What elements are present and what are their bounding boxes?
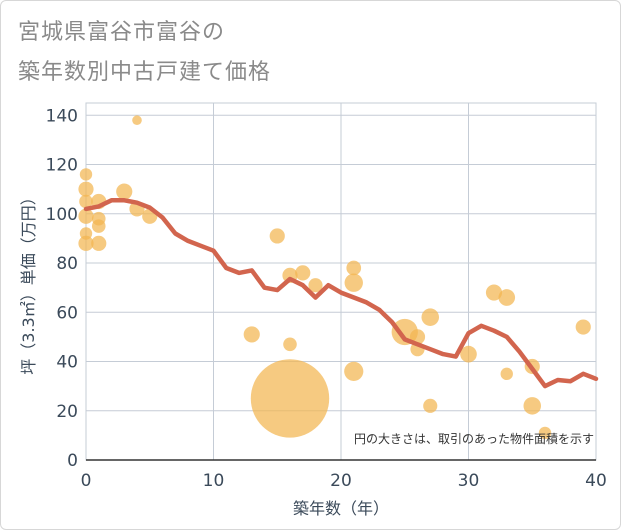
bubble-point (460, 345, 477, 363)
bubble-point (78, 181, 94, 197)
bubble-point (250, 359, 330, 438)
bubble-point (295, 265, 311, 281)
y-tick-label: 80 (56, 254, 78, 274)
bubble-point (308, 278, 323, 293)
bubble-point (523, 397, 542, 415)
x-tick-label: 30 (458, 471, 480, 491)
y-tick-label: 100 (46, 205, 78, 225)
bubble-point (344, 361, 364, 381)
x-tick-label: 20 (330, 471, 352, 491)
bubble-size-note: 円の大きさは、取引のあった物件面積を示す (354, 431, 594, 446)
bubble-point (344, 273, 363, 292)
bubble-point (243, 326, 260, 343)
bubble-point (538, 426, 552, 440)
trend-line (83, 198, 599, 389)
bubble-point (78, 208, 94, 224)
bubble-point (346, 260, 362, 276)
bubble-point (91, 219, 106, 233)
x-tick-label: 10 (203, 471, 225, 491)
trend-line-layer (83, 198, 599, 389)
bubble-point (575, 319, 591, 335)
x-tick-label: 0 (81, 471, 92, 491)
chart-title-line-1: 宮城県富谷市富谷の (18, 20, 226, 45)
y-tick-label: 120 (46, 156, 78, 176)
y-tick-label: 20 (56, 402, 78, 422)
bubble-point (423, 398, 438, 413)
bubble-point (421, 308, 440, 326)
y-tick-label: 140 (46, 106, 78, 126)
bubble-point (485, 284, 503, 301)
bubble-series (78, 115, 591, 440)
y-tick-label: 60 (56, 303, 78, 323)
tick-labels: 0 20 40 60 80 100 120 140 0 10 20 30 40 (46, 106, 607, 491)
grid-lines (85, 102, 597, 461)
bubble-point (132, 115, 142, 126)
bubble-point (78, 235, 94, 251)
x-tick-label: 40 (585, 471, 607, 491)
chart-title-line-2: 築年数別中古戸建て価格 (18, 60, 272, 85)
bubble-point (79, 194, 93, 209)
bubble-point (498, 289, 516, 306)
y-tick-label: 40 (56, 353, 78, 373)
y-axis-label: 坪（3.3㎡）単価（万円） (19, 189, 38, 374)
bubble-point (283, 337, 297, 352)
bubble-point (79, 168, 93, 181)
y-tick-label: 0 (67, 451, 78, 471)
bubble-point (116, 183, 133, 200)
bubble-point (91, 235, 107, 251)
bubble-point (500, 367, 513, 381)
bubble-point (269, 228, 285, 244)
x-axis-label: 築年数（年） (293, 499, 389, 518)
